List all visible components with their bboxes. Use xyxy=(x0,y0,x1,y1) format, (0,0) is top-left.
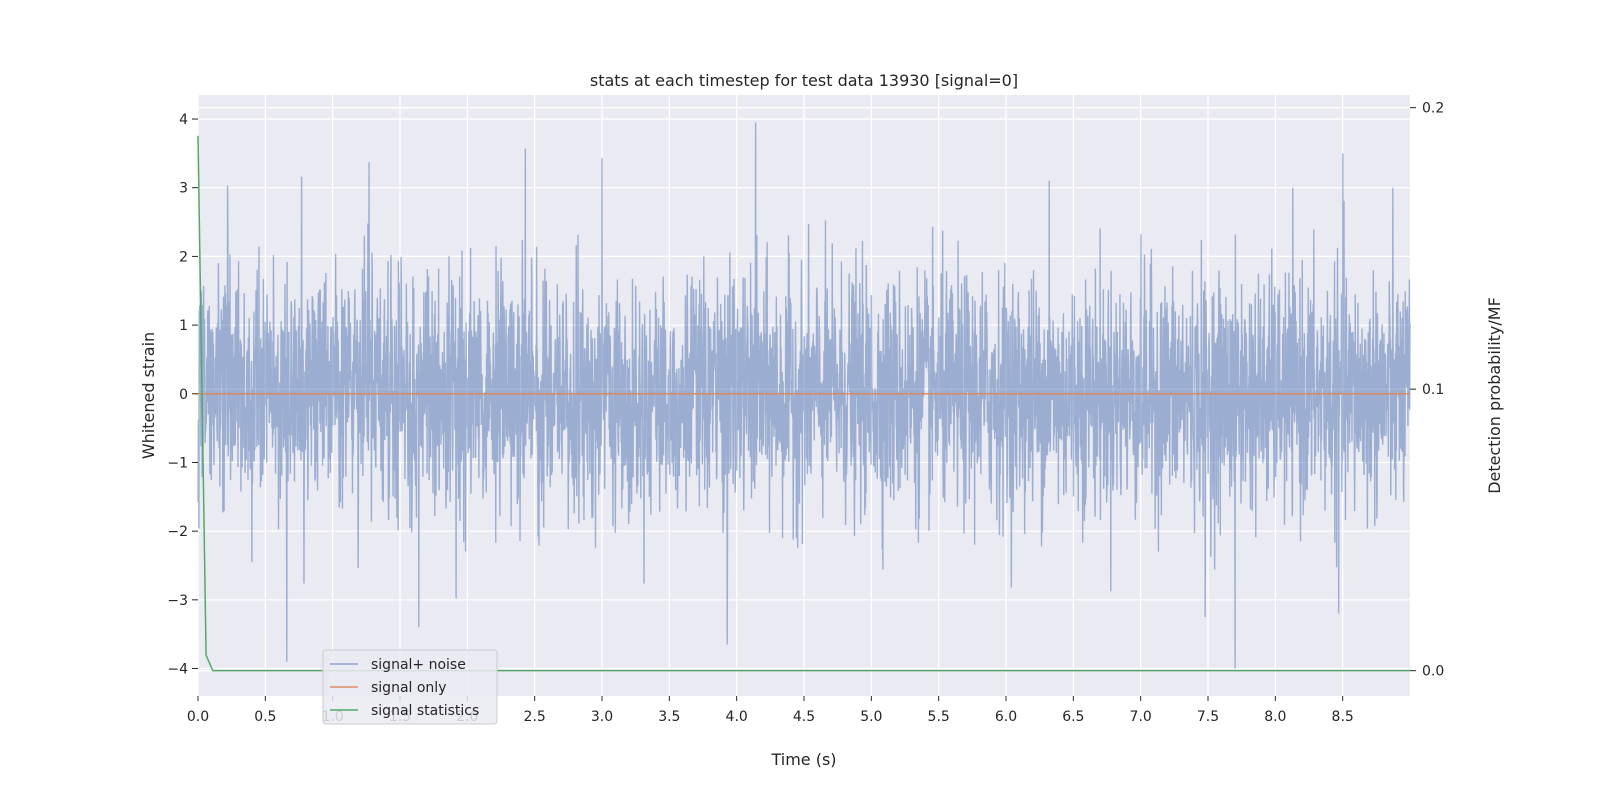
x-tick-label: 6.5 xyxy=(1062,709,1084,725)
legend-label-1: signal only xyxy=(371,680,446,696)
x-tick-label: 3.0 xyxy=(591,709,613,725)
y-axis-label: Whitened strain xyxy=(139,332,158,459)
legend-frame xyxy=(322,649,498,725)
y-tick-label: 4 xyxy=(179,112,188,128)
y-tick-label: −2 xyxy=(167,524,188,540)
y2-tick-label: 0.0 xyxy=(1422,664,1444,680)
series-signal-statistics-line xyxy=(197,135,1410,672)
series-signal-noise-line xyxy=(197,122,1411,669)
x-tick-label: 0.0 xyxy=(187,709,209,725)
y-tick-label: −1 xyxy=(167,455,188,471)
y-tick-label: 1 xyxy=(179,318,188,334)
x-tick-label: 7.0 xyxy=(1130,709,1152,725)
legend: signal+ noise signal only signal statistic… xyxy=(322,649,498,725)
legend-label-2: signal statistics xyxy=(371,703,479,719)
x-tick-label: 0.5 xyxy=(254,709,276,725)
x-tick-label: 8.5 xyxy=(1332,709,1354,725)
x-tick-label: 2.5 xyxy=(524,709,546,725)
y-tick-label: −3 xyxy=(167,593,188,609)
y2-tick-label: 0.2 xyxy=(1422,101,1444,117)
tick-layer: 0.00.51.01.52.02.53.03.54.04.55.05.56.06… xyxy=(167,101,1444,725)
y-tick-label: −4 xyxy=(167,662,188,678)
x-tick-label: 8.0 xyxy=(1264,709,1286,725)
y-tick-label: 0 xyxy=(179,387,188,403)
series-layer xyxy=(197,122,1411,672)
y-tick-label: 3 xyxy=(179,181,188,197)
x-tick-label: 4.0 xyxy=(726,709,748,725)
x-tick-label: 5.5 xyxy=(928,709,950,725)
x-tick-label: 4.5 xyxy=(793,709,815,725)
legend-label-0: signal+ noise xyxy=(371,657,466,673)
x-tick-label: 3.5 xyxy=(658,709,680,725)
x-tick-label: 5.0 xyxy=(860,709,882,725)
x-tick-label: 7.5 xyxy=(1197,709,1219,725)
x-axis-label: Time (s) xyxy=(770,750,836,769)
x-tick-label: 6.0 xyxy=(995,709,1017,725)
y2-tick-label: 0.1 xyxy=(1422,382,1444,398)
chart-title: stats at each timestep for test data 139… xyxy=(590,71,1018,90)
y-tick-label: 2 xyxy=(179,249,188,265)
y2-axis-label: Detection probability/MF xyxy=(1485,297,1504,494)
